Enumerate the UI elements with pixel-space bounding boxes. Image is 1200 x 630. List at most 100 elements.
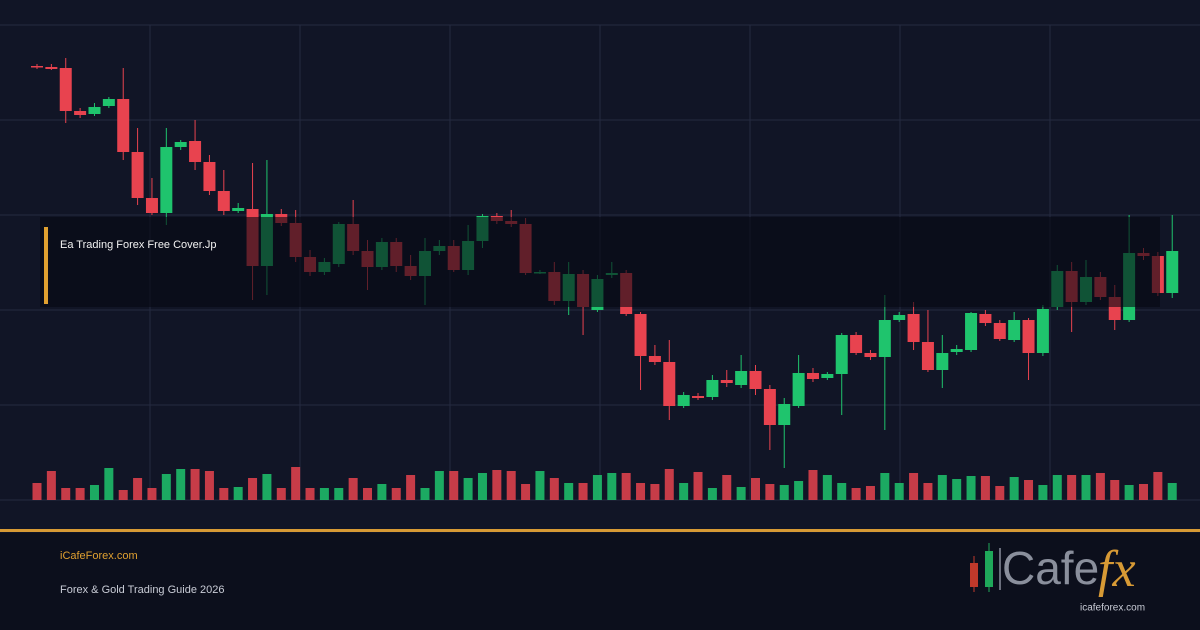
logo: Cafe fx icafeforex.com <box>970 541 1145 614</box>
candle-body <box>720 380 733 383</box>
title-overlay <box>40 217 1160 307</box>
volume-bar <box>1052 475 1062 500</box>
volume-bar <box>808 470 818 500</box>
volume-bar <box>693 472 703 500</box>
volume-bar <box>262 474 272 500</box>
volume-bar <box>923 483 933 500</box>
volume-bar <box>880 473 890 500</box>
volume-bar <box>535 471 545 500</box>
volume-bar <box>751 478 760 500</box>
volume-bar <box>1009 477 1019 500</box>
volume-bar <box>161 474 171 500</box>
candle-body <box>31 66 43 68</box>
volume-bar <box>291 467 301 500</box>
candle-body <box>160 147 173 213</box>
candle-body <box>102 99 115 106</box>
volume-bar <box>578 483 588 500</box>
candle-body <box>217 191 230 211</box>
volume-bar <box>176 469 186 500</box>
candle-body <box>792 373 805 406</box>
volume-bar <box>104 468 114 500</box>
title: Ea Trading Forex Free Cover.Jp <box>60 239 217 251</box>
logo-url: icafeforex.com <box>1080 603 1145 614</box>
volume-bar <box>61 488 71 500</box>
candle-body <box>835 335 848 374</box>
candle-body <box>74 111 87 115</box>
volume-bar <box>1153 472 1163 500</box>
candle-body <box>663 362 676 406</box>
candle-body <box>1022 320 1035 353</box>
candle-body <box>648 356 661 362</box>
volume-bar <box>463 478 473 500</box>
volume-bar <box>118 490 128 500</box>
candle-body <box>189 141 202 162</box>
volume-bar <box>477 473 487 500</box>
volume-bar <box>219 488 229 500</box>
candle-body <box>993 323 1006 339</box>
volume-bar <box>837 483 847 500</box>
candle-body <box>893 315 906 320</box>
footer-rule <box>0 529 1200 532</box>
logo-mark: fx <box>1098 541 1136 598</box>
volume-bar <box>995 486 1005 500</box>
volume-bar <box>1138 484 1148 500</box>
volume-bar <box>348 478 358 500</box>
volume-bar <box>46 471 56 500</box>
logo-icon <box>970 563 978 587</box>
volume-bar <box>147 488 157 500</box>
volume-bar <box>851 488 861 500</box>
volume-bar <box>894 483 904 500</box>
volume-bar <box>621 473 631 500</box>
volume-bar <box>506 471 516 500</box>
candle-body <box>1166 251 1179 293</box>
candle-body <box>936 353 949 370</box>
volume-bar <box>937 475 947 500</box>
volume-bar <box>722 475 732 500</box>
candle-body <box>677 395 690 406</box>
site: iCafeForex.com <box>60 550 138 562</box>
volume-bar <box>248 478 258 500</box>
volume-bar <box>1095 473 1105 500</box>
candle-body <box>232 208 245 211</box>
volume-bar <box>305 488 315 500</box>
volume-bar <box>1038 485 1048 500</box>
volume-bar <box>420 488 430 500</box>
candle-body <box>749 371 762 389</box>
volume-bar <box>822 475 832 500</box>
volume-bar <box>650 484 660 500</box>
volume-bar <box>707 488 717 500</box>
accent-bar <box>44 227 48 304</box>
volume-bar <box>391 488 401 500</box>
volume-bar <box>233 487 243 500</box>
volume-bar <box>32 483 42 500</box>
volume-bar <box>794 481 804 500</box>
candle-body <box>174 142 187 147</box>
candle-body <box>203 162 216 191</box>
candle-body <box>706 380 719 397</box>
volume-bar <box>521 484 531 500</box>
candle-body <box>950 349 963 352</box>
volume-bar <box>952 479 962 500</box>
candle-body <box>735 371 748 385</box>
volume-bar <box>664 469 674 500</box>
volume-bar <box>549 478 559 500</box>
logo-word: Cafe <box>1002 542 1099 594</box>
volume-bar <box>377 484 387 500</box>
volume-bar <box>909 473 919 500</box>
candle-body <box>634 314 647 356</box>
candle-body <box>921 342 934 370</box>
volume-bar <box>204 471 214 500</box>
volume-bar <box>980 476 990 500</box>
candle-body <box>692 396 705 398</box>
candle-body <box>145 198 158 213</box>
volume-bar <box>607 473 617 500</box>
volume-bar <box>434 471 444 500</box>
volume-bar <box>592 475 602 500</box>
candle-body <box>907 314 920 342</box>
subtitle: Forex & Gold Trading Guide 2026 <box>60 584 224 596</box>
candle-body <box>1036 309 1049 353</box>
candle-body <box>821 374 834 378</box>
candle-body <box>778 404 791 425</box>
volume-bar <box>636 483 646 500</box>
